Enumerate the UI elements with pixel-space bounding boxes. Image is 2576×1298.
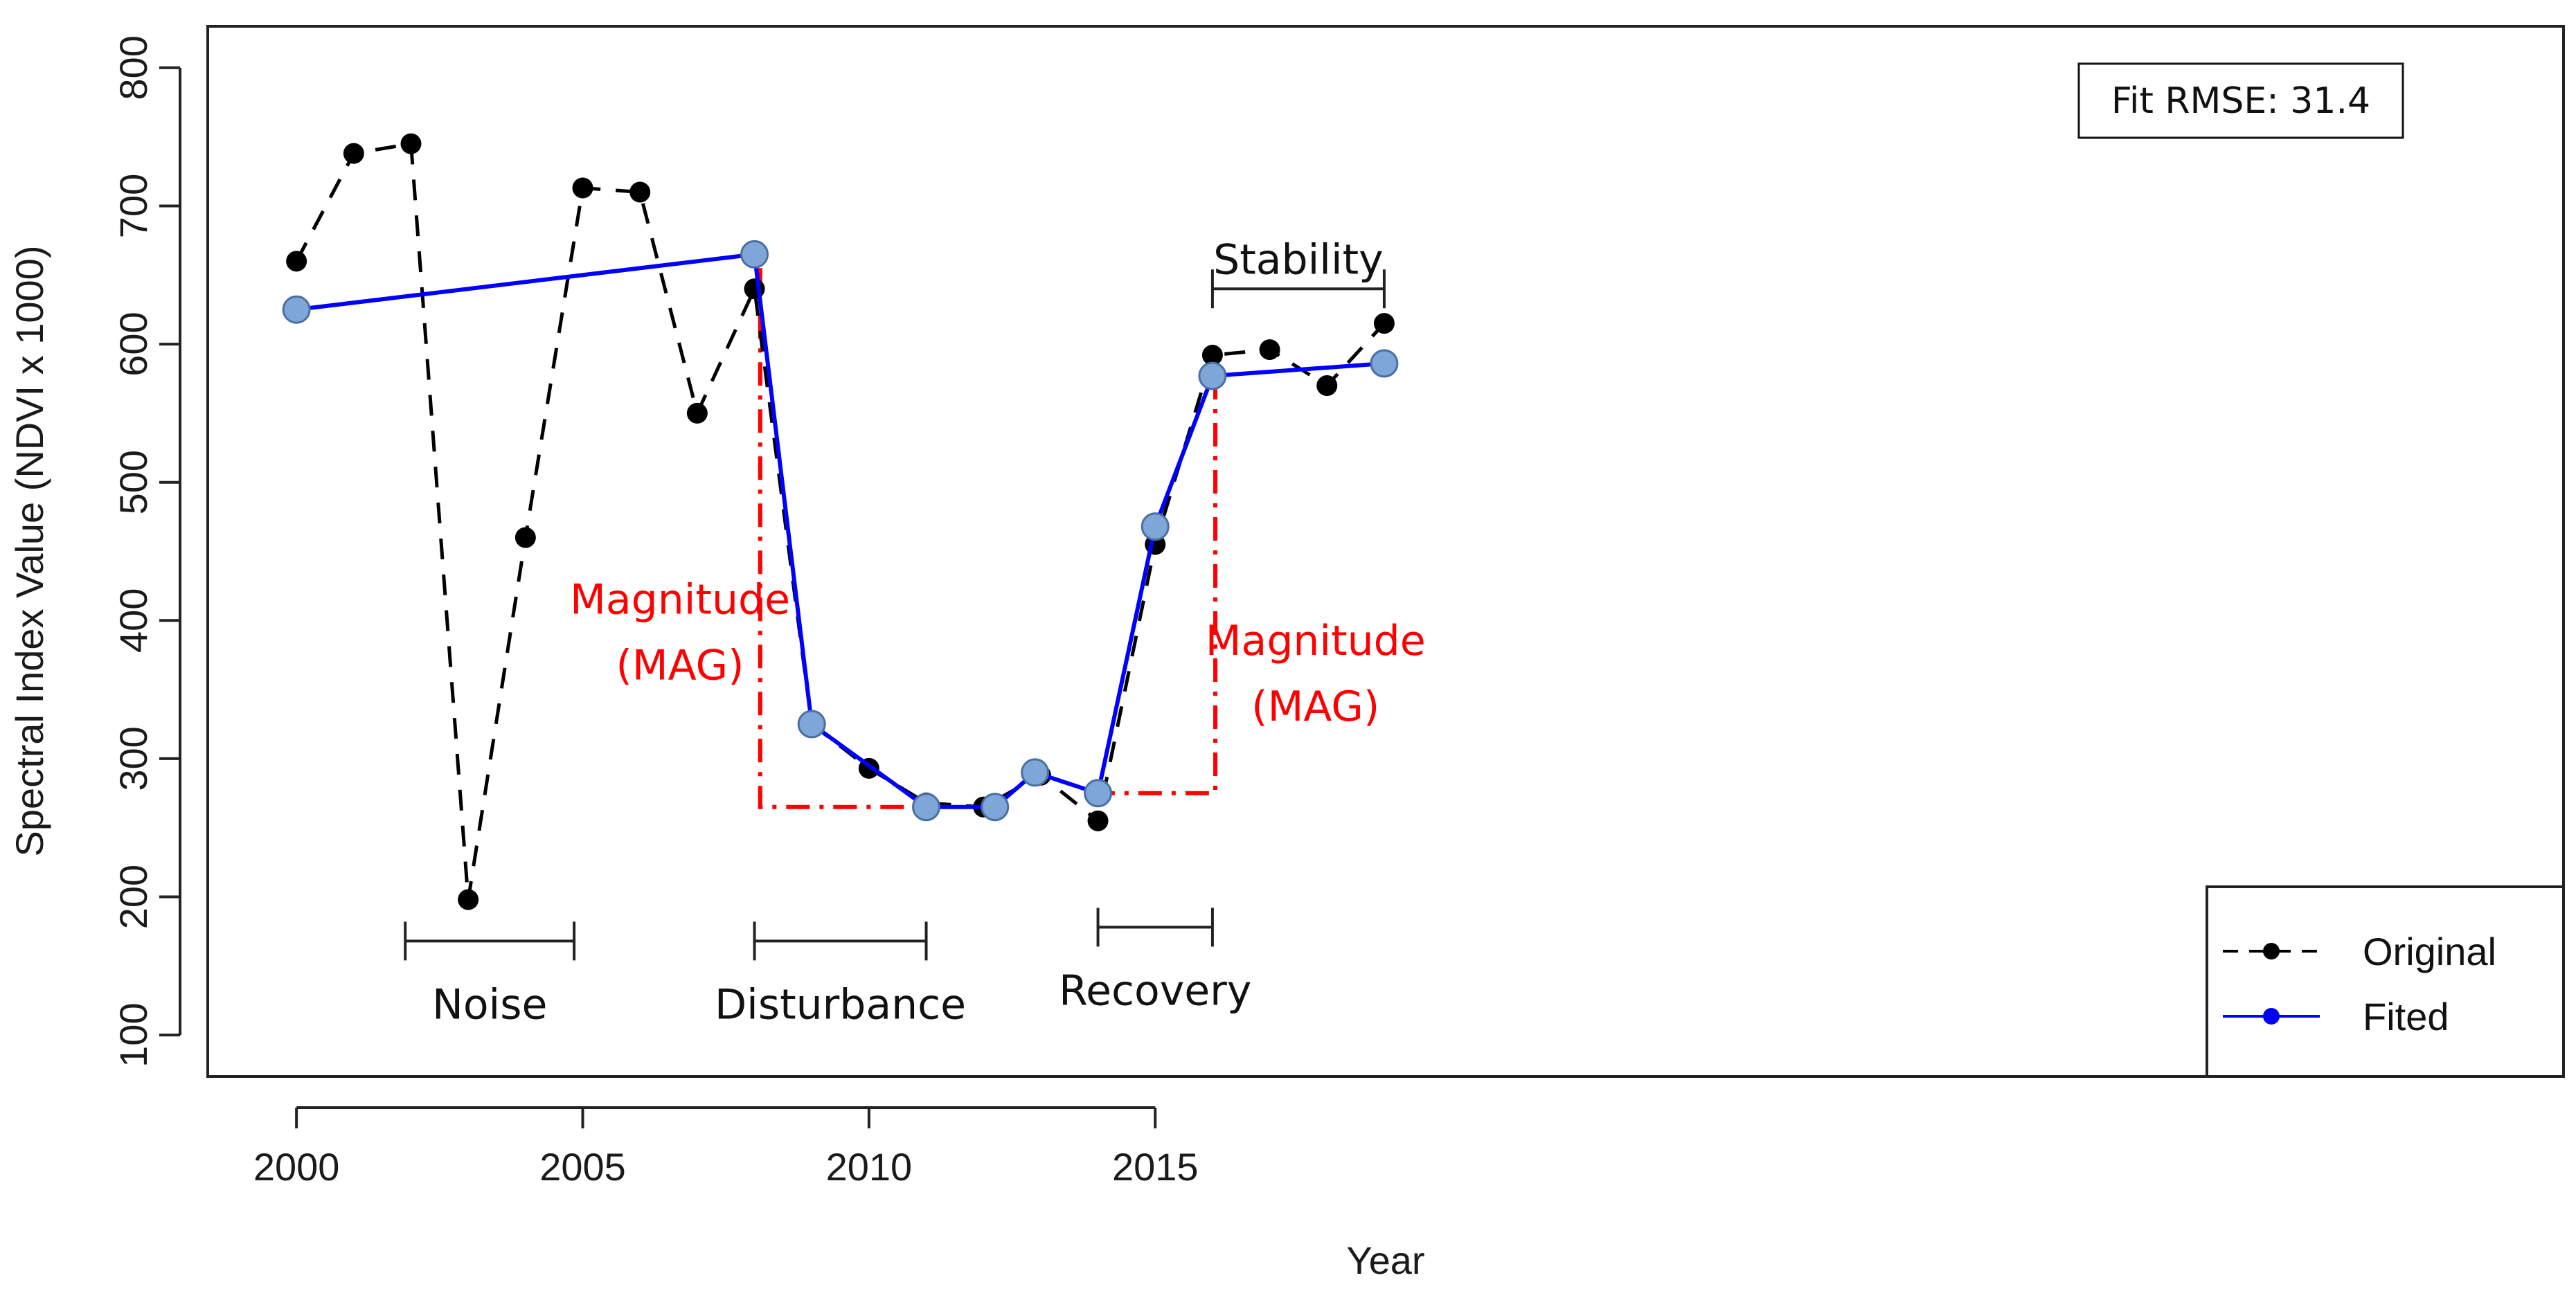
x-tick-label-2015: 2015 [1112,1145,1199,1189]
x-axis-label: Year [1346,1238,1424,1282]
segment-stability: Stability [1210,235,1386,309]
magnitude-guide-1 [758,268,932,809]
original-point-2014 [1087,810,1109,831]
series-fitted [282,240,1399,822]
original-point-2016 [1201,345,1223,366]
y-tick-label-800: 800 [111,35,155,100]
fitted-vertex-5 [981,793,1010,822]
fitted-vertex-1 [282,295,311,324]
y-tick-label-300: 300 [111,726,155,791]
fitted-vertex-6 [1021,758,1050,787]
magnitude-guides [758,268,1218,809]
legend-frame [2206,885,2565,1078]
segment-noise: Noise [404,921,576,1029]
x-tick-label-2000: 2000 [253,1145,340,1189]
original-point-2006 [629,181,651,203]
segment-stability-label: Stability [1213,235,1384,284]
y-tick-label-500: 500 [111,450,155,514]
fitted-line [296,252,1385,809]
original-point-2002 [400,133,422,154]
fitted-vertex-8 [1141,512,1170,541]
rmse-box: Fit RMSE: 31.4 [2077,62,2404,139]
y-tick-label-700: 700 [111,174,155,238]
legend-original-marker [2263,943,2280,959]
legend-original-label: Original [2363,930,2496,973]
x-tick-label-2005: 2005 [539,1145,626,1189]
original-point-2019 [1373,313,1395,334]
magnitude-label-2-line1: Magnitude [1206,617,1426,665]
legend-fitted-marker [2263,1008,2280,1025]
x-axis: 2000 2005 2010 2015 [253,1106,1199,1189]
original-point-2007 [686,402,708,424]
y-tick-label-600: 600 [111,312,155,376]
legend-fitted-label: Fited [2363,995,2449,1038]
segment-disturbance: Disturbance [715,921,966,1029]
y-tick-label-200: 200 [111,865,155,929]
segment-disturbance-label: Disturbance [715,980,966,1029]
original-point-2008 [744,278,765,300]
segment-recovery-label: Recovery [1059,966,1251,1015]
y-axis-label: Spectral Index Value (NDVI x 1000) [8,246,51,857]
fitted-vertex-2 [740,240,769,269]
fitted-vertex-10 [1370,349,1399,378]
original-point-2005 [572,177,593,199]
plot-frame [206,25,2565,1078]
original-point-2001 [343,143,364,164]
segment-noise-label: Noise [432,980,547,1029]
magnitude-label-2-line2: (MAG) [1251,683,1379,731]
y-axis: 100 200 300 400 500 600 700 800 [111,35,181,1067]
original-point-2003 [458,889,479,910]
y-tick-label-100: 100 [111,1002,155,1067]
rmse-label: Fit RMSE: 31.4 [2111,80,2370,122]
original-point-2000 [286,251,307,272]
fitted-vertex-4 [912,793,941,822]
x-tick-label-2010: 2010 [826,1145,913,1189]
segment-recovery: Recovery [1059,908,1251,1015]
magnitude-annotations: Magnitude (MAG) Magnitude (MAG) [570,575,1426,731]
fitted-vertex-7 [1084,779,1113,808]
original-point-2017 [1259,339,1280,361]
segment-brackets: Noise Disturbance Recovery Stability [404,235,1386,1029]
legend: Original Fited [2206,885,2565,1078]
fitted-vertex-3 [797,710,826,739]
magnitude-label-1-line1: Magnitude [570,575,790,624]
original-point-2004 [515,527,536,548]
fitted-vertex-9 [1198,361,1227,390]
rmse-box-frame [2077,62,2404,139]
y-tick-label-400: 400 [111,588,155,653]
original-point-2018 [1316,375,1338,396]
magnitude-label-1-line2: (MAG) [616,641,744,689]
